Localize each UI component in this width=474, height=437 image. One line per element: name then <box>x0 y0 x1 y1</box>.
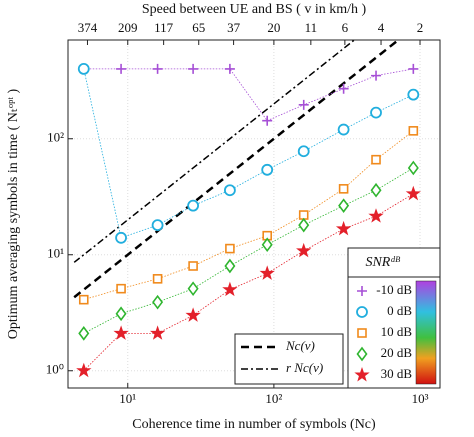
legend-label: 20 dB <box>381 345 413 360</box>
marker-diamond <box>356 346 368 362</box>
marker-square <box>116 283 126 294</box>
marker-plus <box>371 70 382 81</box>
marker-star <box>405 185 421 201</box>
marker-star <box>76 362 92 378</box>
marker-plus <box>152 63 163 74</box>
marker-diamond <box>407 160 419 176</box>
marker-star <box>354 366 370 382</box>
series-line <box>83 68 414 239</box>
marker-diamond <box>152 294 164 310</box>
top-tick-label: 4 <box>378 20 385 35</box>
marker-square <box>357 328 367 338</box>
marker-diamond <box>338 198 350 213</box>
marker-plus <box>116 63 127 74</box>
marker-square <box>338 184 349 194</box>
top-tick-label: 374 <box>78 20 98 35</box>
legend-title: SNRᵈᴮ <box>365 255 400 270</box>
marker-star <box>113 325 129 340</box>
marker-square <box>78 294 89 305</box>
y-tick-label: 10¹ <box>47 246 64 261</box>
marker-square <box>188 261 198 271</box>
marker-circle <box>223 184 236 197</box>
marker-diamond <box>261 237 273 253</box>
marker-diamond <box>187 281 199 297</box>
marker-plus <box>262 115 273 126</box>
series-line <box>83 167 414 334</box>
marker-circle <box>187 199 200 212</box>
plot-frame <box>67 39 441 389</box>
x-tick-label: 10³ <box>412 391 429 406</box>
colorbar <box>415 280 437 385</box>
marker-star <box>222 281 238 297</box>
top-tick-label: 209 <box>118 20 138 35</box>
series-line <box>83 130 414 301</box>
top-tick-label: 6 <box>342 20 349 35</box>
top-tick-label: 117 <box>154 20 174 35</box>
legend-label: 10 dB <box>381 324 413 339</box>
marker-diamond <box>224 258 236 274</box>
marker-circle <box>297 145 310 158</box>
top-tick-label: 65 <box>192 20 205 35</box>
legend-box <box>234 333 344 385</box>
marker-circle <box>407 88 420 101</box>
marker-circle <box>151 219 164 232</box>
marker-plus <box>188 63 199 74</box>
marker-square <box>152 274 163 284</box>
legend-label: 30 dB <box>381 366 413 381</box>
marker-circle <box>115 231 127 244</box>
marker-plus <box>224 63 235 74</box>
marker-circle <box>356 306 368 318</box>
x-axis-title: Coherence time in number of symbols (Nc) <box>132 417 376 432</box>
x-tick-label: 10¹ <box>119 391 136 406</box>
marker-circle <box>370 106 382 119</box>
top-tick-label: 11 <box>305 20 318 35</box>
marker-plus <box>408 63 419 74</box>
legend-label: Nc(v) <box>285 338 315 353</box>
reference-line <box>73 39 399 299</box>
legend-label: 0 dB <box>387 303 412 318</box>
marker-star <box>259 265 275 280</box>
top-tick-label: 37 <box>227 20 241 35</box>
marker-diamond <box>115 306 127 322</box>
marker-plus <box>338 83 349 94</box>
marker-square <box>225 243 235 254</box>
marker-star <box>185 307 201 322</box>
marker-square <box>408 126 419 136</box>
legend-label: -10 dB <box>376 282 412 297</box>
marker-diamond <box>370 182 382 198</box>
marker-circle <box>337 123 350 136</box>
x-tick-label: 10² <box>265 391 282 406</box>
legend-label: r Nc(v) <box>286 360 323 375</box>
marker-circle <box>261 163 274 176</box>
top-tick-label: 20 <box>267 20 280 35</box>
marker-square <box>371 154 381 165</box>
marker-diamond <box>78 326 90 341</box>
marker-star <box>335 220 352 236</box>
marker-star <box>149 325 166 340</box>
y-axis-title: Optimum averaging symbols in time ( Nₜᵒᵖ… <box>6 88 21 339</box>
marker-diamond <box>298 217 310 233</box>
marker-plus <box>357 286 367 296</box>
marker-star <box>368 208 384 223</box>
y-tick-label: 10⁰ <box>46 362 64 377</box>
marker-circle <box>77 63 90 75</box>
y-tick-label: 10² <box>47 130 64 145</box>
top-tick-label: 2 <box>417 20 424 35</box>
series-line <box>83 68 414 122</box>
marker-plus <box>298 99 309 110</box>
marker-star <box>296 242 312 258</box>
top-axis-title: Speed between UE and BS ( v in km/h ) <box>142 2 367 17</box>
